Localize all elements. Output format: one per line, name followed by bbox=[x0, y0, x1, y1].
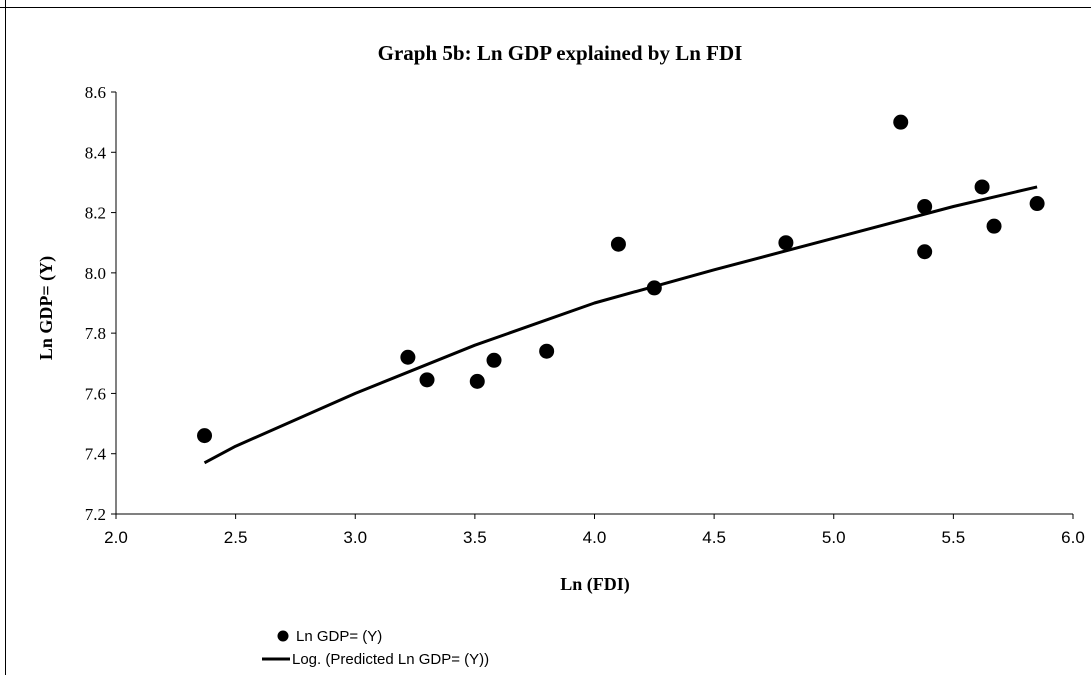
y-tick-label: 8.2 bbox=[85, 204, 106, 223]
x-tick-label: 5.0 bbox=[822, 528, 846, 547]
y-axis: 7.2 7.4 7.6 7.8 8.0 8.2 8.4 8.6 bbox=[85, 83, 117, 524]
data-point bbox=[197, 428, 213, 444]
data-point bbox=[986, 218, 1002, 234]
frame-left-edge bbox=[0, 0, 6, 675]
x-tick-label: 3.5 bbox=[463, 528, 487, 547]
legend: Ln GDP= (Y) Log. (Predicted Ln GDP= (Y)) bbox=[262, 628, 489, 668]
data-point bbox=[974, 179, 990, 195]
y-tick-label: 7.8 bbox=[85, 324, 106, 343]
data-point bbox=[917, 199, 933, 215]
trendline-layer bbox=[203, 185, 1038, 465]
data-point bbox=[400, 349, 416, 365]
legend-marker-points bbox=[277, 630, 289, 642]
y-tick-label: 8.6 bbox=[85, 83, 106, 102]
data-point bbox=[1029, 196, 1045, 212]
y-tick-label: 7.6 bbox=[85, 384, 106, 403]
data-point bbox=[893, 114, 909, 130]
legend-label-points: Ln GDP= (Y) bbox=[296, 628, 382, 645]
legend-label-trendline: Log. (Predicted Ln GDP= (Y)) bbox=[292, 651, 489, 668]
y-tick-label: 8.0 bbox=[85, 264, 106, 283]
x-tick-label: 2.5 bbox=[224, 528, 248, 547]
x-axis-title: Ln (FDI) bbox=[560, 574, 630, 595]
chart-title: Graph 5b: Ln GDP explained by Ln FDI bbox=[378, 41, 743, 65]
data-point bbox=[646, 280, 662, 296]
data-point bbox=[486, 352, 502, 368]
data-point bbox=[917, 244, 933, 260]
x-tick-label: 6.0 bbox=[1061, 528, 1085, 547]
y-axis-title: Ln GDP= (Y) bbox=[36, 256, 57, 360]
x-axis: 2.0 2.5 3.0 3.5 4.0 4.5 5.0 5.5 6.0 bbox=[104, 513, 1085, 547]
y-tick-label: 7.4 bbox=[85, 445, 107, 464]
trendline bbox=[203, 185, 1038, 465]
data-point bbox=[419, 372, 435, 388]
y-tick-label: 7.2 bbox=[85, 505, 106, 524]
data-point bbox=[778, 235, 794, 251]
data-point bbox=[539, 343, 555, 359]
y-tick-label: 8.4 bbox=[85, 143, 107, 162]
x-tick-label: 4.0 bbox=[583, 528, 607, 547]
points-layer bbox=[197, 114, 1045, 444]
x-tick-label: 3.0 bbox=[343, 528, 367, 547]
x-tick-label: 2.0 bbox=[104, 528, 128, 547]
data-point bbox=[610, 236, 626, 252]
x-tick-label: 5.5 bbox=[942, 528, 966, 547]
data-point bbox=[469, 373, 485, 389]
x-tick-label: 4.5 bbox=[702, 528, 726, 547]
frame-top-edge bbox=[0, 0, 1091, 8]
